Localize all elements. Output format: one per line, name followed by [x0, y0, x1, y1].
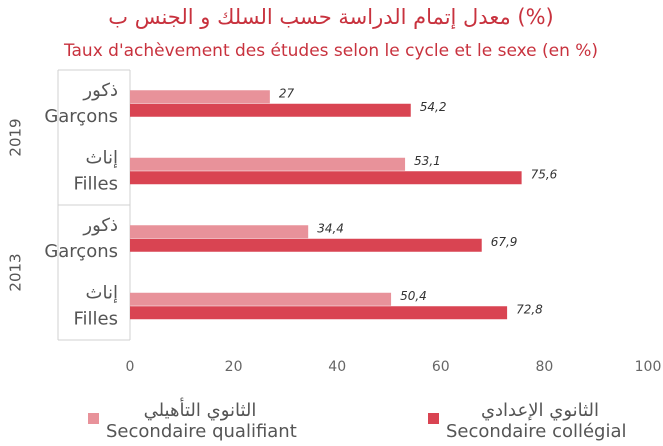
x-tick-label: 40	[328, 359, 346, 375]
value-label: 75,6	[531, 168, 558, 182]
value-label: 27	[279, 87, 295, 101]
bar	[130, 238, 482, 252]
group-label: 2013	[7, 253, 25, 291]
chart-subtitle: Taux d'achèvement des études selon le cy…	[63, 41, 598, 61]
bar	[130, 157, 406, 171]
value-label: 53,1	[414, 154, 441, 168]
category-label-ar: ذكور	[82, 80, 118, 101]
legend-swatch	[88, 413, 99, 424]
x-tick-label: 60	[432, 359, 450, 375]
bar	[130, 306, 508, 320]
value-label: 72,8	[516, 303, 543, 317]
value-label: 67,9	[491, 235, 518, 249]
legend-label-ar: الثانوي الإعدادي	[481, 400, 599, 421]
x-tick-label: 80	[535, 359, 553, 375]
category-label: Filles	[74, 173, 119, 194]
x-tick-label: 20	[225, 359, 243, 375]
bar	[130, 90, 270, 104]
category-label: Garçons	[44, 106, 118, 127]
bar	[130, 225, 309, 239]
chart-title: معدل إتمام الدراسة حسب السلك و الجنس ب (…	[108, 5, 553, 30]
value-label: 34,4	[317, 222, 344, 236]
bar	[130, 103, 411, 117]
legend-swatch	[428, 413, 439, 424]
legend-label: Secondaire collégial	[446, 421, 627, 442]
group-label: 2019	[7, 118, 25, 156]
category-label-ar: ذكور	[82, 215, 118, 236]
category-label-ar: إناث	[86, 147, 118, 168]
legend-label: Secondaire qualifiant	[106, 421, 297, 442]
legend-label-ar: الثانوي التأهيلي	[144, 397, 257, 421]
value-label: 50,4	[400, 289, 427, 303]
category-label: Garçons	[44, 241, 118, 262]
category-label-ar: إناث	[86, 282, 118, 303]
value-label: 54,2	[420, 100, 447, 114]
bar	[130, 292, 392, 306]
category-label: Filles	[74, 308, 119, 329]
x-tick-label: 100	[635, 359, 662, 375]
x-tick-label: 0	[126, 359, 135, 375]
bar	[130, 171, 522, 185]
